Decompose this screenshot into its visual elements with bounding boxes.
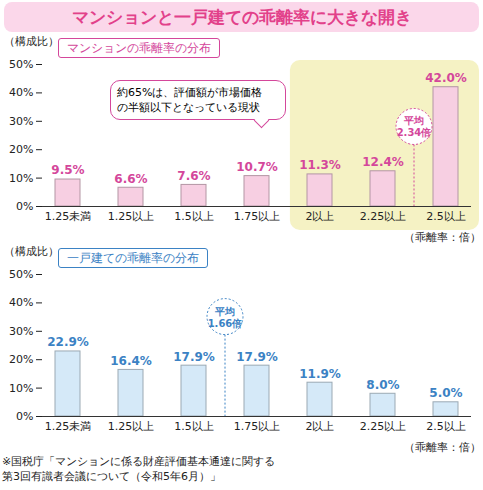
svg-text:2.25以上: 2.25以上 bbox=[360, 420, 407, 433]
svg-text:8.0%: 8.0% bbox=[366, 378, 399, 392]
svg-text:6.6%: 6.6% bbox=[114, 172, 147, 186]
svg-text:40%: 40% bbox=[9, 86, 33, 99]
svg-text:1.5以上: 1.5以上 bbox=[174, 420, 214, 433]
svg-text:2.5以上: 2.5以上 bbox=[426, 210, 466, 223]
svg-text:（乖離率：倍）: （乖離率：倍） bbox=[404, 441, 481, 454]
html-text:マンションと一戸建ての乖離率に大きな開き: マンションと一戸建ての乖離率に大きな開き bbox=[71, 7, 412, 27]
svg-text:1.25未満: 1.25未満 bbox=[45, 420, 92, 433]
svg-text:5.0%: 5.0% bbox=[429, 386, 462, 400]
svg-text:1.25以上: 1.25以上 bbox=[108, 420, 155, 433]
html-text:※国税庁「マンションに係る財産評価基本通達に関する 第3回有: ※国税庁「マンションに係る財産評価基本通達に関する 第3回有識者会議について（令… bbox=[2, 455, 276, 483]
html-text:一戸建ての乖離率の分布: 一戸建ての乖離率の分布 bbox=[67, 251, 199, 265]
svg-text:1.25以上: 1.25以上 bbox=[108, 210, 155, 223]
html-text:約65%は、評価額が市場価格 の半額以下となっている現状: 約65%は、評価額が市場価格 の半額以下となっている現状 bbox=[117, 86, 263, 114]
svg-text:12.4%: 12.4% bbox=[362, 155, 404, 169]
svg-text:0%: 0% bbox=[16, 200, 33, 213]
svg-text:20%: 20% bbox=[9, 143, 33, 156]
svg-text:2.5以上: 2.5以上 bbox=[426, 420, 466, 433]
svg-text:10%: 10% bbox=[9, 172, 33, 185]
svg-text:10.7%: 10.7% bbox=[236, 160, 278, 174]
svg-text:平均2.34倍: 平均2.34倍 bbox=[397, 115, 432, 138]
svg-text:2.25以上: 2.25以上 bbox=[360, 210, 407, 223]
svg-text:30%: 30% bbox=[9, 115, 33, 128]
svg-text:（構成比）: （構成比） bbox=[4, 35, 59, 48]
svg-text:1.5以上: 1.5以上 bbox=[174, 210, 214, 223]
svg-text:17.9%: 17.9% bbox=[173, 350, 215, 364]
svg-text:42.0%: 42.0% bbox=[425, 71, 467, 85]
svg-text:（構成比）: （構成比） bbox=[4, 245, 59, 258]
svg-text:30%: 30% bbox=[9, 325, 33, 338]
svg-text:11.9%: 11.9% bbox=[299, 367, 341, 381]
svg-text:9.5%: 9.5% bbox=[51, 163, 84, 177]
svg-text:平均1.66倍: 平均1.66倍 bbox=[208, 306, 243, 329]
svg-text:2以上: 2以上 bbox=[306, 420, 335, 433]
svg-text:11.3%: 11.3% bbox=[299, 158, 341, 172]
svg-text:17.9%: 17.9% bbox=[236, 350, 278, 364]
svg-text:20%: 20% bbox=[9, 353, 33, 366]
svg-text:1.75以上: 1.75以上 bbox=[234, 210, 281, 223]
svg-text:22.9%: 22.9% bbox=[47, 335, 89, 349]
svg-text:10%: 10% bbox=[9, 382, 33, 395]
svg-text:40%: 40% bbox=[9, 296, 33, 309]
svg-text:50%: 50% bbox=[9, 268, 33, 281]
svg-text:1.75以上: 1.75以上 bbox=[234, 420, 281, 433]
svg-text:0%: 0% bbox=[16, 410, 33, 423]
svg-text:2以上: 2以上 bbox=[306, 210, 335, 223]
svg-text:1.25未満: 1.25未満 bbox=[45, 210, 92, 223]
svg-text:50%: 50% bbox=[9, 58, 33, 71]
svg-text:（乖離率：倍）: （乖離率：倍） bbox=[404, 231, 481, 244]
html-text:マンションの乖離率の分布: マンションの乖離率の分布 bbox=[67, 41, 211, 55]
svg-text:16.4%: 16.4% bbox=[110, 354, 152, 368]
svg-text:7.6%: 7.6% bbox=[177, 169, 210, 183]
